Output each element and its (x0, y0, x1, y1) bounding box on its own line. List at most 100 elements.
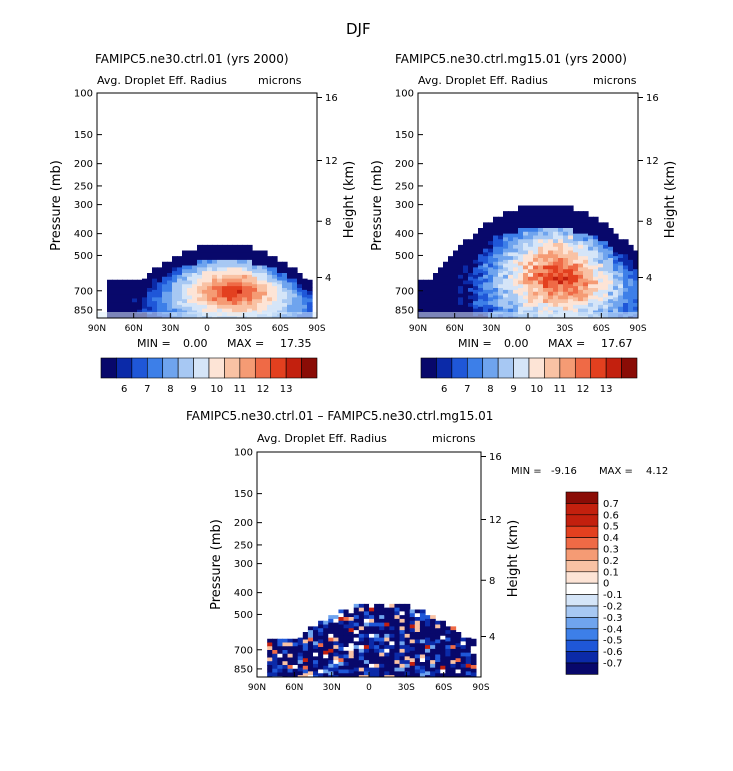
field-cell (633, 288, 638, 293)
field-cell (157, 297, 163, 302)
field-cell (167, 276, 173, 282)
field-cell (453, 261, 459, 267)
field-cell (498, 291, 504, 297)
field-cell (197, 263, 203, 268)
field-cell (453, 284, 459, 289)
field-cell (257, 288, 263, 293)
y-right-tick-label: 4 (646, 273, 652, 284)
field-cell (252, 265, 258, 270)
field-cell (568, 239, 574, 244)
field-cell (608, 250, 614, 255)
field-cell (578, 214, 584, 220)
field-cell (568, 261, 574, 267)
field-cell (187, 269, 193, 274)
field-cell (518, 235, 524, 240)
field-cell (137, 291, 143, 296)
field-cell (450, 645, 457, 650)
field-cell (478, 295, 484, 300)
field-cell (558, 299, 564, 304)
field-cell (578, 241, 584, 246)
field-cell (513, 214, 519, 220)
field-cell (543, 243, 549, 248)
field-cell (384, 630, 390, 635)
field-cell (425, 615, 431, 620)
field-cell (430, 622, 436, 627)
field-cell (618, 239, 624, 244)
field-cell (217, 297, 223, 302)
field-cell (333, 675, 340, 677)
field-cell (374, 618, 380, 624)
field-cell (262, 269, 268, 274)
y-tick-label: 300 (395, 200, 414, 211)
field-cell (369, 671, 375, 676)
x-tick-label: 60N (285, 683, 303, 693)
field-cell (603, 229, 609, 235)
field-cell (438, 304, 444, 310)
field-cell (247, 282, 253, 287)
field-cell (217, 248, 223, 253)
field-cell (553, 284, 559, 289)
field-cell (498, 228, 504, 233)
field-cell (404, 656, 411, 661)
field-cell (182, 250, 188, 255)
field-cell (374, 656, 380, 661)
field-cell (628, 301, 634, 306)
field-cell (448, 278, 454, 283)
field-cell (488, 229, 494, 235)
field-cell (463, 269, 469, 274)
field-cell (177, 256, 183, 261)
field-cell (343, 662, 350, 667)
field-cell (443, 280, 449, 285)
field-cell (222, 252, 228, 257)
field-cell (488, 274, 494, 280)
field-cell (473, 282, 479, 287)
field-cell (307, 671, 314, 676)
field-cell (232, 289, 238, 295)
field-cell (463, 291, 469, 297)
y-right-tick-label: 8 (325, 217, 331, 228)
field-cell (313, 652, 319, 657)
y-right-tick-label: 16 (325, 93, 338, 104)
field-cell (292, 274, 298, 280)
field-cell (363, 611, 370, 616)
field-cell (633, 258, 638, 263)
field-cell (523, 228, 529, 233)
field-cell (568, 284, 574, 289)
field-cell (573, 304, 579, 310)
field-cell (287, 661, 294, 666)
colorbar-swatch (436, 357, 453, 379)
field-cell (598, 293, 604, 298)
field-cell (578, 244, 584, 250)
field-cell (598, 252, 604, 257)
field-cell (207, 278, 213, 283)
field-cell (558, 265, 564, 270)
field-cell (548, 299, 554, 304)
field-cell (152, 271, 158, 276)
colorbar-swatch (301, 357, 318, 379)
field-cell (282, 273, 288, 278)
field-cell (227, 267, 233, 272)
colorbar-swatch (565, 628, 599, 641)
field-cell (458, 278, 464, 283)
field-cell (438, 286, 444, 291)
colorbar-label: 11 (233, 384, 246, 395)
field-cell (338, 617, 345, 622)
field-cell (563, 213, 569, 218)
field-cell (493, 265, 499, 270)
field-cell (528, 284, 534, 289)
field-cell (463, 261, 469, 267)
field-cell (618, 306, 624, 312)
field-cell (478, 254, 484, 259)
field-cell (297, 295, 303, 300)
field-cell (613, 274, 619, 280)
field-cell (132, 287, 138, 292)
field-cell (192, 254, 198, 259)
field-cell (338, 613, 345, 618)
field-cell (404, 611, 411, 616)
field-cell (292, 293, 298, 298)
field-cell (212, 304, 218, 310)
field-cell (598, 226, 604, 231)
field-cell (187, 254, 193, 259)
field-cell (623, 288, 629, 293)
field-cell (623, 284, 629, 289)
